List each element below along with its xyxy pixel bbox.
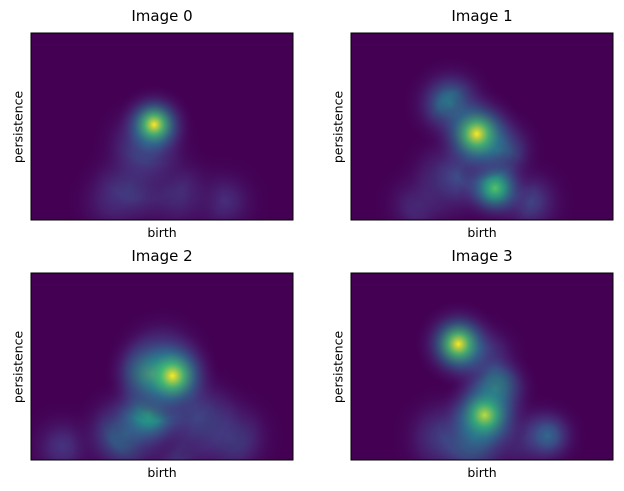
plot-frame: [350, 272, 614, 461]
x-axis-label: birth: [467, 465, 497, 480]
y-axis-label: persistence: [10, 90, 26, 164]
x-axis-label: birth: [147, 225, 177, 240]
chart-title: Image 2: [131, 247, 193, 265]
plot-frame: [30, 32, 294, 221]
heatmap-plot: [350, 32, 614, 221]
y-axis-label: persistence: [330, 90, 346, 164]
plot-frame: [30, 272, 294, 461]
panel-image-2: Image 2 birth persistence: [0, 240, 312, 485]
panel-image-1: Image 1 birth persistence: [320, 0, 624, 245]
plot-frame: [350, 32, 614, 221]
chart-title: Image 1: [451, 7, 513, 25]
y-axis-label: persistence: [330, 330, 346, 404]
heatmap-density-blob: [429, 86, 524, 182]
y-axis-label: persistence: [10, 330, 26, 404]
heatmap-density-blob: [125, 328, 220, 424]
heatmap-density-blob: [437, 367, 532, 460]
chart-title: Image 3: [451, 247, 513, 265]
x-axis-label: birth: [147, 465, 177, 480]
heatmap-density-blob: [114, 85, 194, 164]
heatmap-plot: [350, 272, 614, 461]
chart-title: Image 0: [131, 7, 193, 25]
panel-image-0: Image 0 birth persistence: [0, 0, 312, 245]
heatmap-plot: [30, 32, 294, 221]
heatmap-plot: [30, 272, 294, 461]
x-axis-label: birth: [467, 225, 497, 240]
heatmap-density-blob: [415, 300, 502, 388]
panel-image-3: Image 3 birth persistence: [320, 240, 624, 485]
